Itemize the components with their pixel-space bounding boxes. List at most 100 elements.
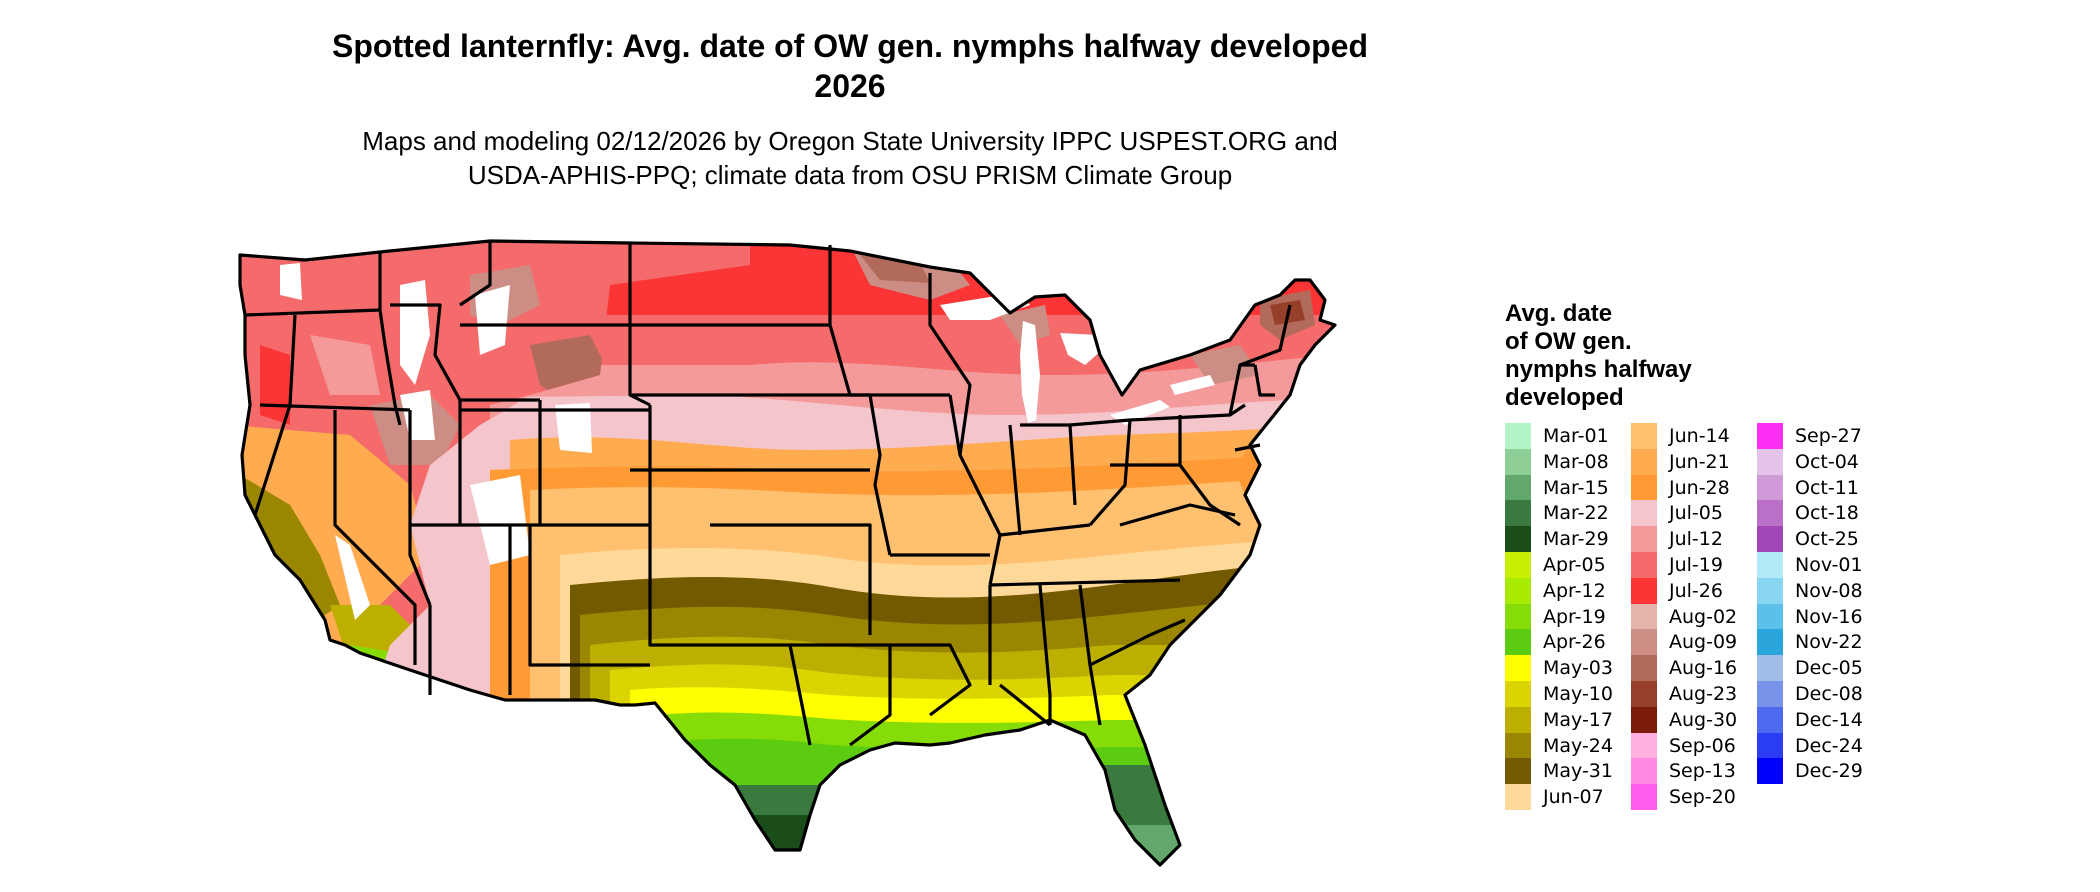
legend-label: Mar-08 bbox=[1543, 450, 1609, 473]
legend-item: Nov-16 bbox=[1757, 603, 1882, 630]
legend-label: Aug-23 bbox=[1669, 683, 1738, 705]
legend-item: Dec-05 bbox=[1757, 655, 1882, 682]
legend-swatch bbox=[1757, 448, 1783, 475]
legend-swatch bbox=[1505, 732, 1531, 759]
legend-swatch bbox=[1757, 758, 1783, 785]
legend-item: Mar-22 bbox=[1505, 500, 1630, 527]
legend-item: Aug-16 bbox=[1631, 655, 1756, 682]
legend-item: Mar-01 bbox=[1505, 423, 1630, 449]
legend-label: May-10 bbox=[1543, 683, 1613, 705]
legend-swatch bbox=[1505, 655, 1531, 682]
map-subtitle: Maps and modeling 02/12/2026 by Oregon S… bbox=[230, 124, 1470, 192]
legend-label: Oct-25 bbox=[1795, 528, 1859, 551]
legend-item: Nov-22 bbox=[1757, 629, 1882, 656]
legend-item: Oct-04 bbox=[1757, 448, 1882, 475]
legend-label: Mar-29 bbox=[1543, 528, 1609, 551]
legend-swatch bbox=[1505, 448, 1531, 475]
legend-swatch bbox=[1757, 500, 1783, 527]
legend-item: Jun-28 bbox=[1631, 474, 1756, 501]
legend-swatch bbox=[1757, 526, 1783, 553]
legend-swatch bbox=[1757, 629, 1783, 656]
legend-label: Aug-30 bbox=[1669, 708, 1738, 731]
legend-label: Jun-21 bbox=[1669, 450, 1730, 473]
legend-label: Aug-09 bbox=[1669, 631, 1738, 654]
legend-item: Aug-23 bbox=[1631, 681, 1756, 707]
legend-label: Jul-05 bbox=[1669, 502, 1723, 525]
legend-label: May-24 bbox=[1543, 734, 1613, 757]
legend-swatch bbox=[1505, 577, 1531, 604]
legend-item: Dec-29 bbox=[1757, 758, 1882, 785]
legend-swatch bbox=[1505, 758, 1531, 785]
legend-label: Sep-06 bbox=[1669, 734, 1736, 757]
legend-swatch bbox=[1505, 552, 1531, 578]
legend-item: Nov-01 bbox=[1757, 552, 1882, 578]
us-phenology-map bbox=[238, 239, 1337, 867]
legend-item: Apr-26 bbox=[1505, 629, 1630, 656]
legend-label: Jun-14 bbox=[1669, 425, 1730, 447]
map-subtitle-line1: Maps and modeling 02/12/2026 by Oregon S… bbox=[362, 126, 1338, 156]
legend-label: Dec-29 bbox=[1795, 760, 1863, 783]
legend-swatch bbox=[1631, 423, 1657, 449]
legend-swatch bbox=[1757, 681, 1783, 707]
legend-label: Apr-26 bbox=[1543, 631, 1606, 654]
legend-swatch bbox=[1631, 706, 1657, 733]
legend-item: Sep-20 bbox=[1631, 784, 1756, 811]
legend-swatch bbox=[1631, 732, 1657, 759]
legend-swatch bbox=[1631, 500, 1657, 527]
legend-label: Aug-02 bbox=[1669, 605, 1738, 628]
legend-swatch bbox=[1631, 681, 1657, 707]
legend-item: Mar-15 bbox=[1505, 474, 1630, 501]
legend-title-line: nymphs halfway bbox=[1505, 356, 1692, 383]
legend-swatch bbox=[1631, 526, 1657, 553]
legend-item: Aug-09 bbox=[1631, 629, 1756, 656]
legend-label: Apr-12 bbox=[1543, 579, 1606, 602]
legend-title-line: of OW gen. bbox=[1505, 328, 1632, 355]
map-title-line2: 2026 bbox=[814, 68, 886, 104]
legend-label: Oct-11 bbox=[1795, 476, 1859, 499]
legend-swatch bbox=[1505, 423, 1531, 449]
legend-label: Nov-01 bbox=[1795, 554, 1863, 576]
legend-swatch bbox=[1757, 577, 1783, 604]
legend-label: Mar-15 bbox=[1543, 476, 1609, 499]
legend-label: Jun-28 bbox=[1669, 476, 1730, 499]
legend-label: Sep-27 bbox=[1795, 425, 1862, 447]
legend-swatch bbox=[1757, 732, 1783, 759]
legend-swatch bbox=[1505, 603, 1531, 630]
legend-label: Nov-08 bbox=[1795, 579, 1863, 602]
legend-swatch bbox=[1505, 681, 1531, 707]
legend-item: Dec-08 bbox=[1757, 681, 1882, 707]
legend-item: Jun-21 bbox=[1631, 448, 1756, 475]
legend-item: Mar-29 bbox=[1505, 526, 1630, 553]
legend-label: Apr-05 bbox=[1543, 554, 1606, 576]
legend-label: Nov-22 bbox=[1795, 631, 1863, 654]
state-borders bbox=[238, 239, 1337, 867]
legend-item: Jun-07 bbox=[1505, 784, 1630, 811]
legend-label: Dec-08 bbox=[1795, 683, 1863, 705]
legend-item: Sep-27 bbox=[1757, 423, 1882, 449]
legend-item: Jul-12 bbox=[1631, 526, 1756, 553]
legend-swatch bbox=[1631, 758, 1657, 785]
legend-item: Jun-14 bbox=[1631, 423, 1756, 449]
legend-swatch bbox=[1631, 784, 1657, 811]
map-title-line1: Spotted lanternfly: Avg. date of OW gen.… bbox=[332, 28, 1368, 64]
legend-label: Sep-20 bbox=[1669, 786, 1736, 809]
legend-swatch bbox=[1757, 706, 1783, 733]
legend-item: Apr-19 bbox=[1505, 603, 1630, 630]
legend-item: May-31 bbox=[1505, 758, 1630, 785]
legend-item: May-17 bbox=[1505, 706, 1630, 733]
legend-label: Jul-19 bbox=[1669, 554, 1723, 576]
legend-swatch bbox=[1757, 603, 1783, 630]
legend-label: May-17 bbox=[1543, 708, 1613, 731]
legend-label: May-03 bbox=[1543, 657, 1613, 680]
legend-label: Mar-01 bbox=[1543, 425, 1609, 447]
legend-item: May-03 bbox=[1505, 655, 1630, 682]
legend-swatch bbox=[1505, 500, 1531, 527]
legend-label: Dec-24 bbox=[1795, 734, 1863, 757]
legend-swatch bbox=[1631, 629, 1657, 656]
legend-label: Dec-05 bbox=[1795, 657, 1863, 680]
legend-swatch bbox=[1631, 655, 1657, 682]
legend-label: Aug-16 bbox=[1669, 657, 1738, 680]
legend-item: Jul-19 bbox=[1631, 552, 1756, 578]
legend-item: Dec-24 bbox=[1757, 732, 1882, 759]
legend-item: Aug-02 bbox=[1631, 603, 1756, 630]
